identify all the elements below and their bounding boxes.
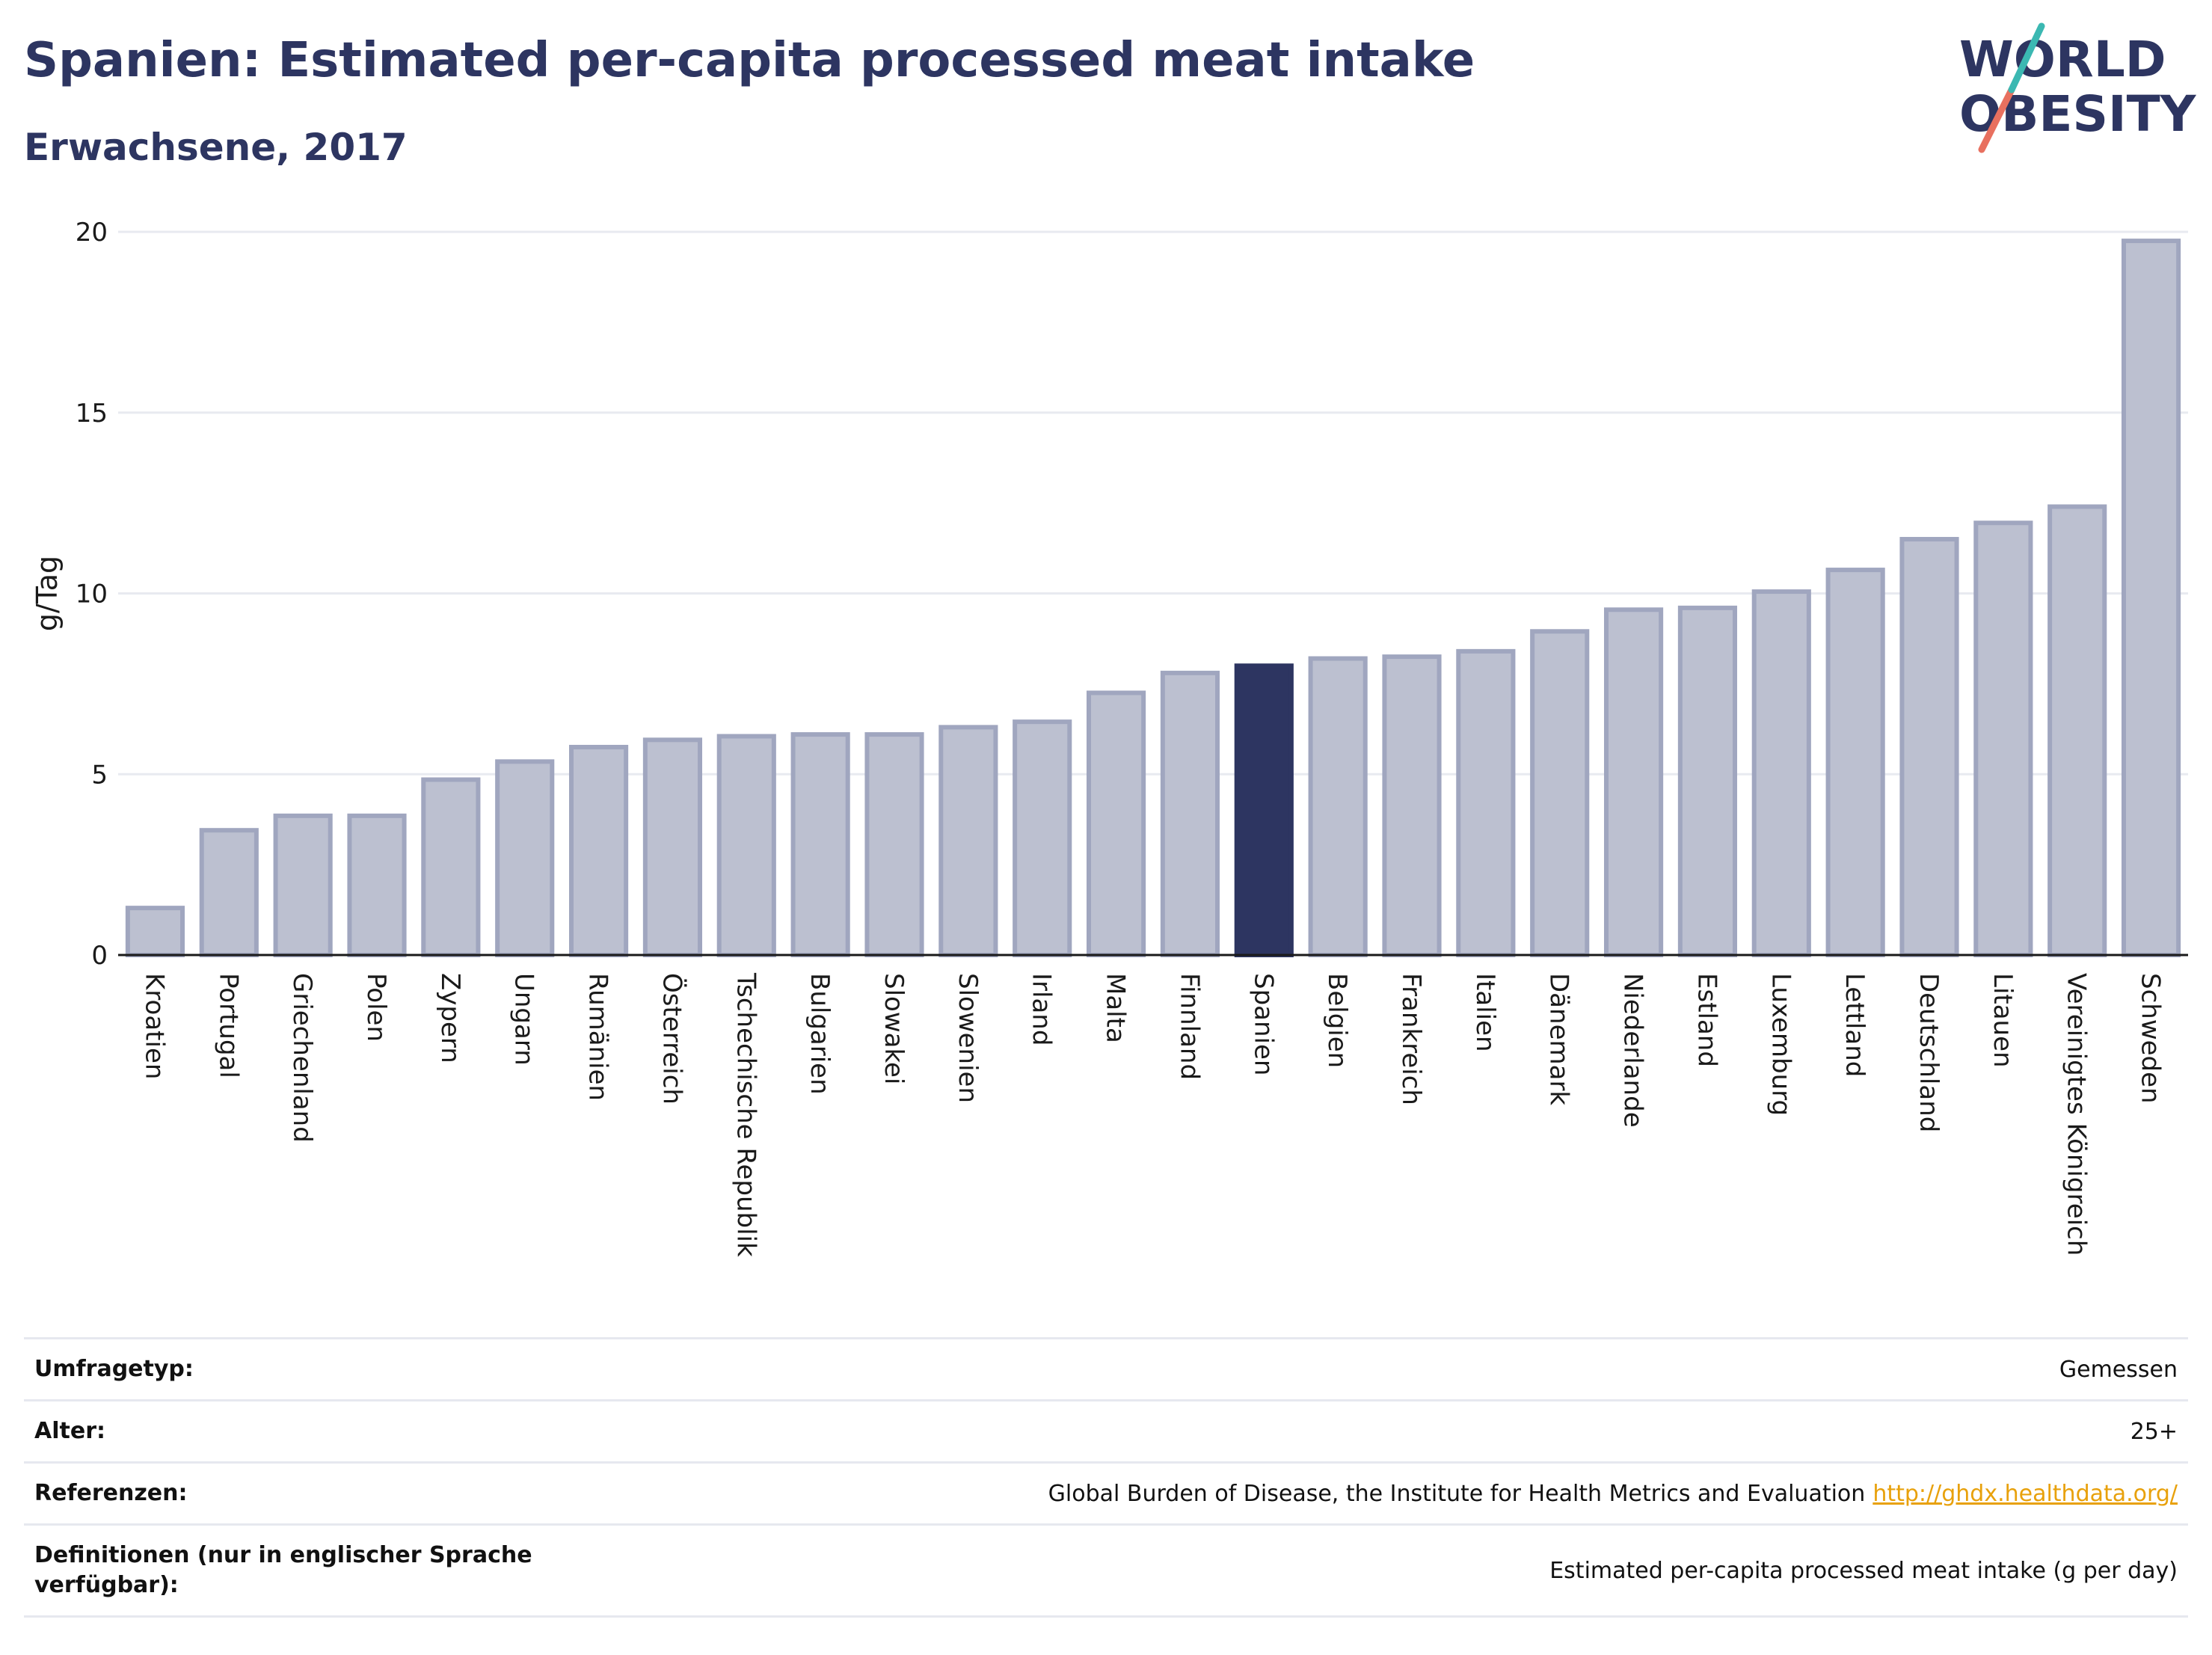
y-tick-label: 15	[76, 399, 108, 429]
bar	[2121, 239, 2181, 957]
logo-slash-teal	[2008, 22, 2045, 93]
reference-link[interactable]: http://ghdx.healthdata.org/	[1872, 1480, 2178, 1507]
bar	[1234, 663, 1294, 957]
x-tick-label: Bulgarien	[805, 973, 835, 1095]
x-tick-label: Malta	[1101, 973, 1131, 1043]
y-tick-label: 10	[76, 580, 108, 610]
logo-line1: WORLD	[1959, 31, 2166, 88]
x-tick-label: Dänemark	[1544, 973, 1574, 1105]
y-tick-label: 20	[76, 218, 108, 248]
bar	[790, 732, 850, 957]
x-tick-label: Lettland	[1840, 973, 1870, 1077]
bar	[495, 759, 555, 957]
x-tick-label: Spanien	[1248, 973, 1278, 1075]
y-axis-label: g/Tag	[31, 556, 64, 631]
bar	[568, 744, 629, 957]
x-tick-label: Irland	[1027, 973, 1057, 1045]
chart-title: Spanien: Estimated per-capita processed …	[24, 33, 1475, 88]
x-tick-label: Kroatien	[139, 973, 169, 1079]
bar	[642, 737, 703, 957]
x-tick-label: Tschechische Republik	[731, 972, 761, 1257]
meta-label: Umfragetyp:	[34, 1356, 194, 1382]
bar	[1160, 670, 1220, 957]
bar	[1973, 521, 2033, 957]
bar	[125, 906, 185, 958]
chart-subtitle: Erwachsene, 2017	[24, 126, 408, 169]
meta-value: Gemessen	[2059, 1356, 2178, 1383]
bar	[1899, 536, 1959, 958]
meta-value: Estimated per-capita processed meat inta…	[1549, 1557, 2178, 1584]
x-tick-label: Schweden	[2136, 973, 2166, 1104]
bar	[1086, 690, 1146, 958]
bar	[1456, 648, 1516, 957]
bar	[1751, 589, 1811, 958]
meta-row-age: Alter: 25+	[24, 1399, 2188, 1461]
x-tick-label: Luxemburg	[1766, 973, 1795, 1116]
x-tick-label: Slowenien	[953, 973, 983, 1103]
meta-label: Definitionen (nur in englischer Sprache …	[34, 1542, 532, 1598]
bar	[199, 828, 259, 957]
y-tick-label: 5	[91, 760, 108, 790]
x-tick-label: Polen	[361, 973, 391, 1042]
x-tick-label: Ungarn	[509, 973, 539, 1066]
reference-text: Global Burden of Disease, the Institute …	[1048, 1480, 1866, 1507]
x-tick-label: Belgien	[1322, 973, 1352, 1068]
x-tick-label: Griechenland	[287, 973, 317, 1143]
bar	[347, 813, 407, 957]
bar	[938, 725, 998, 958]
bar	[1530, 629, 1590, 958]
x-tick-label: Österreich	[657, 973, 687, 1105]
meta-label: Alter:	[34, 1418, 105, 1444]
bar	[1013, 719, 1072, 958]
bar	[421, 777, 481, 957]
bar	[1308, 656, 1368, 958]
x-tick-label: Rumänien	[583, 973, 613, 1101]
world-obesity-logo: WORLD OBESITY	[1959, 22, 2197, 153]
bar	[273, 813, 333, 957]
x-tick-label: Frankreich	[1396, 973, 1426, 1105]
bar	[1825, 568, 1885, 957]
x-tick-label: Litauen	[1988, 973, 2018, 1068]
x-tick-label: Niederlande	[1618, 973, 1648, 1128]
x-tick-label: Estland	[1692, 973, 1721, 1067]
bar	[716, 734, 776, 957]
meta-row-references: Referenzen: Global Burden of Disease, th…	[24, 1461, 2188, 1523]
x-tick-label: Zypern	[435, 973, 465, 1063]
bar	[864, 732, 924, 957]
meta-value: Global Burden of Disease, the Institute …	[1048, 1481, 2178, 1507]
meta-row-survey-type: Umfragetyp: Gemessen	[24, 1337, 2188, 1399]
x-tick-label: Deutschland	[1914, 973, 1944, 1132]
bar-chart: 0 5 10 15 20 g/Tag Kroatien Portugal Griechenlan…	[31, 218, 2188, 1257]
meta-row-definitions: Definitionen (nur in englischer Sprache …	[24, 1523, 2188, 1618]
x-tick-label: Finnland	[1174, 973, 1204, 1080]
bar	[2047, 504, 2107, 957]
metadata-table: Umfragetyp: Gemessen Alter: 25+ Referenz…	[24, 1337, 2188, 1618]
y-tick-label: 0	[91, 941, 108, 971]
x-tick-label: Vereinigtes Königreich	[2062, 973, 2092, 1256]
bar	[1677, 605, 1738, 958]
logo-slash-red	[1978, 86, 2015, 153]
logo-line2: OBESITY	[1959, 85, 2197, 143]
bar	[1382, 654, 1442, 957]
x-tick-label: Slowakei	[879, 973, 909, 1084]
bar	[1603, 607, 1664, 957]
x-tick-label: Portugal	[213, 973, 243, 1078]
meta-label: Referenzen:	[34, 1480, 188, 1506]
x-tick-label: Italien	[1470, 973, 1500, 1052]
meta-value: 25+	[2130, 1418, 2178, 1445]
